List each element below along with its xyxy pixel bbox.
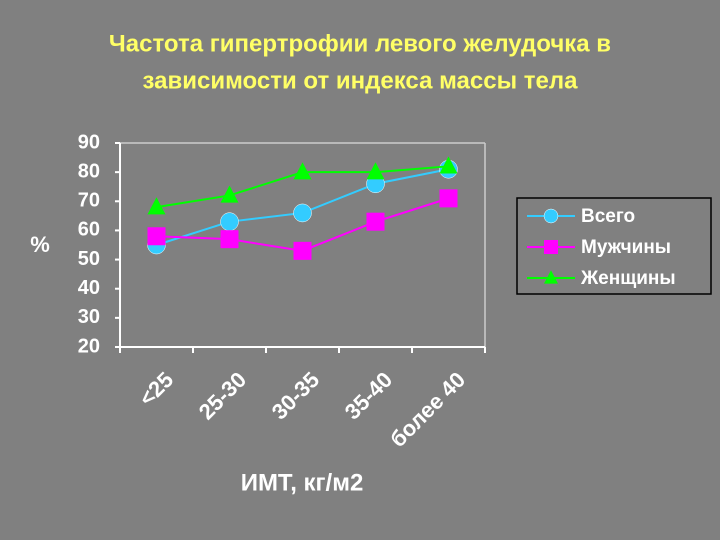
data-point xyxy=(293,203,312,223)
data-point xyxy=(439,156,458,174)
data-point xyxy=(293,162,312,180)
legend-marker xyxy=(544,270,558,284)
data-point xyxy=(366,212,385,231)
data-point xyxy=(147,227,166,246)
data-point xyxy=(147,197,166,215)
y-tick-label: 90 xyxy=(78,131,100,153)
data-point xyxy=(293,241,312,260)
y-tick-label: 30 xyxy=(78,306,100,328)
chart-title: зависимости от индекса массы тела xyxy=(143,67,579,94)
y-tick-label: 80 xyxy=(78,160,100,182)
legend-label: Мужчины xyxy=(581,237,671,258)
y-tick-label: 50 xyxy=(78,248,100,270)
y-tick-label: 40 xyxy=(78,277,100,299)
legend-marker xyxy=(544,240,558,254)
legend-label: Женщины xyxy=(580,268,676,289)
legend-label: Всего xyxy=(581,206,635,227)
y-axis-label: % xyxy=(30,232,50,257)
data-point xyxy=(366,162,385,180)
x-axis-label: ИМТ, кг/м2 xyxy=(241,469,364,496)
data-point xyxy=(220,185,239,203)
legend-marker xyxy=(543,208,559,224)
y-tick-label: 60 xyxy=(78,219,100,241)
data-point xyxy=(439,189,458,208)
y-tick-label: 70 xyxy=(78,190,100,212)
y-tick-label: 20 xyxy=(78,335,100,357)
data-point xyxy=(220,212,239,231)
chart-title: Частота гипертрофии левого желудочка в xyxy=(109,30,611,57)
data-point xyxy=(220,230,239,249)
